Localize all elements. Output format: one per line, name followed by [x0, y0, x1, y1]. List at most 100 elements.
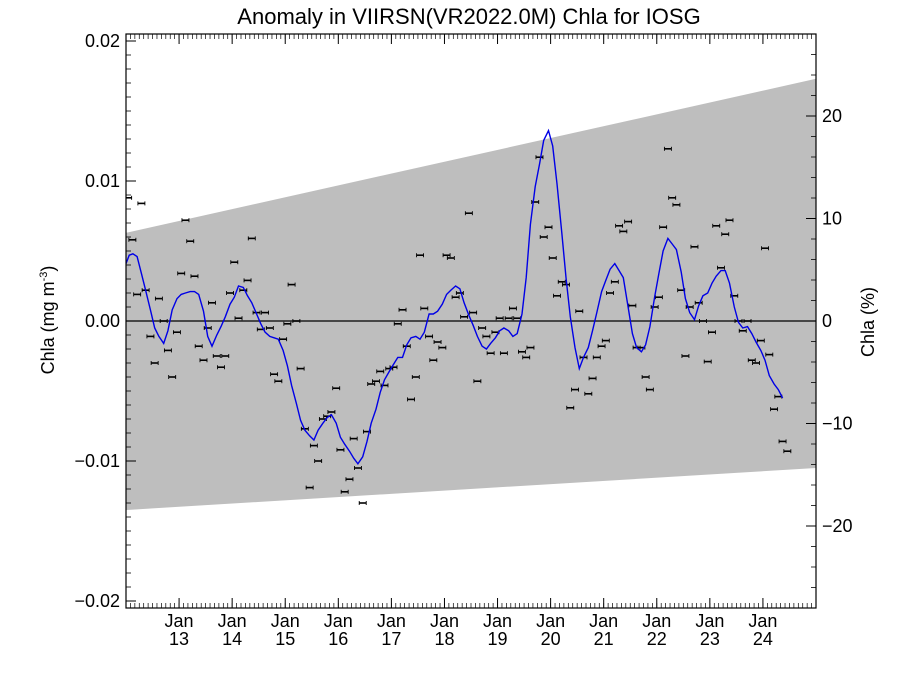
data-point [535, 155, 544, 160]
x-tick-label-month: Jan [430, 611, 459, 631]
data-point [486, 351, 495, 356]
data-point [553, 293, 561, 298]
y-tick-label: 0.00 [85, 311, 120, 331]
data-point [177, 271, 186, 276]
data-point [783, 449, 792, 454]
data-point [743, 319, 752, 323]
uncertainty-band [126, 78, 816, 511]
data-point [274, 379, 283, 384]
data-point [624, 219, 633, 224]
data-point [146, 334, 155, 339]
data-point [283, 321, 292, 326]
x-tick-label-month: Jan [642, 611, 671, 631]
x-tick-label-month: Jan [483, 611, 512, 631]
data-point [442, 253, 451, 258]
data-point [641, 375, 650, 379]
data-point [230, 260, 239, 265]
y-axis-label-close: ) [38, 266, 58, 272]
data-point [270, 372, 279, 377]
data-point [181, 218, 190, 223]
data-point [694, 300, 703, 305]
data-point [425, 334, 434, 339]
data-point [168, 375, 177, 379]
data-point [292, 319, 301, 323]
data-point [504, 316, 513, 321]
y-tick-label: 0.01 [85, 171, 120, 191]
data-point [208, 300, 216, 305]
data-point [606, 291, 615, 295]
data-point [194, 344, 203, 349]
data-point [416, 253, 424, 258]
data-point [703, 359, 712, 364]
y2-tick-label: 10 [822, 209, 842, 229]
data-point [778, 439, 787, 444]
data-point [212, 354, 221, 358]
data-point [420, 306, 429, 311]
y-tick-label: −0.02 [74, 591, 120, 611]
data-point [610, 279, 619, 284]
data-point [173, 330, 181, 335]
x-tick-label-month: Jan [377, 611, 406, 631]
data-point [411, 375, 420, 379]
data-point [336, 447, 345, 452]
data-point [243, 278, 252, 283]
data-point [747, 358, 756, 363]
data-point [314, 459, 323, 463]
y2-tick-label: −20 [822, 516, 853, 536]
data-point [309, 443, 318, 448]
data-point [628, 303, 637, 308]
data-point [663, 146, 672, 151]
data-point [469, 310, 478, 315]
data-point [499, 351, 508, 356]
data-point [738, 328, 747, 333]
data-point [725, 218, 734, 223]
x-tick-label-year: 20 [541, 629, 561, 649]
data-point [353, 466, 362, 470]
y-tick-label: 0.02 [85, 31, 120, 51]
x-tick-label-year: 24 [753, 629, 773, 649]
data-point [619, 229, 628, 234]
y2-tick-label: 0 [822, 311, 832, 331]
data-point [372, 379, 380, 384]
data-point [221, 354, 230, 358]
data-point [226, 291, 234, 295]
data-point [407, 397, 415, 402]
data-point [756, 338, 765, 343]
data-point [597, 344, 606, 349]
data-point [203, 326, 212, 330]
data-point [668, 195, 677, 200]
data-point [327, 410, 336, 414]
y2-axis-label: Chla (%) [858, 287, 878, 357]
data-point [645, 387, 654, 392]
x-tick-label-month: Jan [324, 611, 353, 631]
data-point [332, 386, 341, 391]
y-axis-label-main: Chla (mg m [38, 281, 58, 374]
data-point [159, 319, 168, 323]
data-point [672, 202, 681, 207]
x-tick-label-year: 17 [381, 629, 401, 649]
data-point [358, 501, 367, 505]
x-tick-label-year: 15 [275, 629, 295, 649]
data-point [721, 232, 730, 237]
y2-tick-label: −10 [822, 414, 853, 434]
data-point [460, 314, 469, 319]
data-point [526, 345, 535, 350]
data-point [708, 330, 716, 335]
data-point [588, 376, 597, 381]
data-point [455, 291, 464, 295]
data-point [345, 477, 354, 482]
data-point [305, 485, 314, 490]
data-point [296, 366, 305, 371]
data-point [367, 382, 376, 386]
data-point [770, 407, 779, 412]
data-point [376, 369, 385, 374]
data-point [562, 282, 570, 287]
data-point [126, 195, 133, 200]
x-tick-label-year: 23 [700, 629, 720, 649]
y-axis-label: Chla (mg m-3) [38, 266, 58, 375]
data-point [681, 354, 690, 358]
x-tick-label-month: Jan [165, 611, 194, 631]
data-point [584, 391, 593, 396]
data-point [717, 265, 725, 270]
data-point [128, 237, 137, 242]
